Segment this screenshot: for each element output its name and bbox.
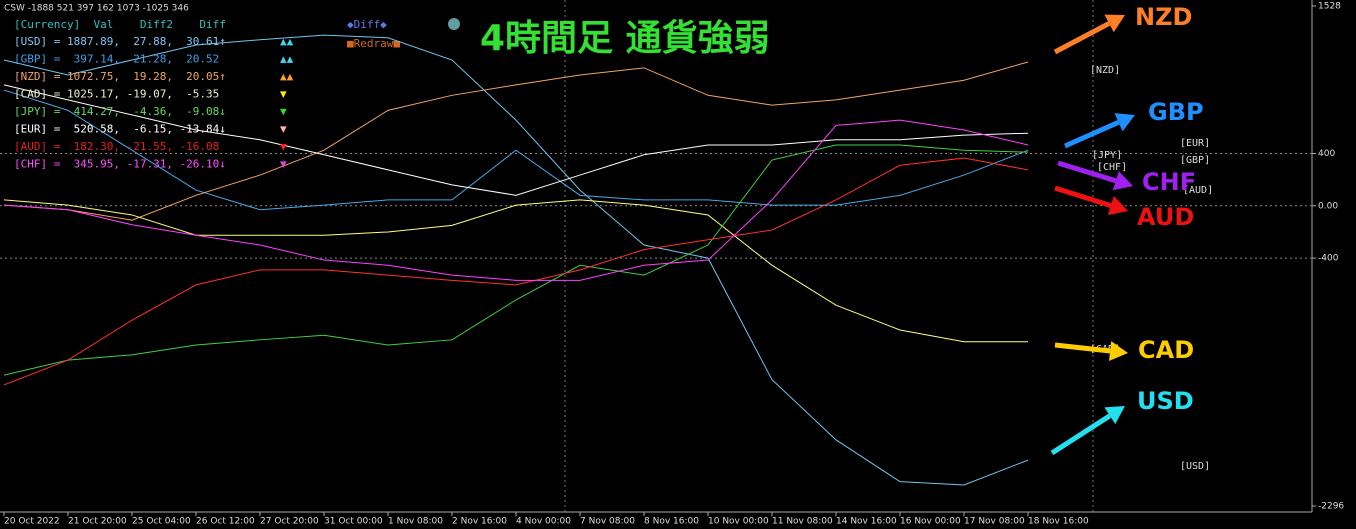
legend-marks: ▲▲ [280, 53, 294, 66]
legend-row: [AUD] = 182.30, -21.55, -16.08 [14, 140, 219, 153]
y-tick-label: 1528 [1318, 2, 1341, 12]
annotation-arrow [1057, 160, 1117, 184]
redraw-button[interactable]: ■Redraw■ [347, 37, 400, 50]
legend-marks: ▼ [280, 158, 287, 171]
series-line [3, 84, 1029, 196]
x-tick-label: 16 Nov 00:00 [900, 517, 961, 527]
annotation-label: NZD [1135, 3, 1192, 31]
x-tick-label: 7 Nov 08:00 [580, 517, 635, 527]
x-tick-label: 11 Nov 08:00 [772, 517, 833, 527]
y-tick-label: 0.00 [1318, 201, 1338, 211]
series-line [3, 61, 1029, 221]
status-dot [448, 18, 460, 30]
annotation-label: CAD [1138, 336, 1194, 364]
x-tick-label: 27 Oct 20:00 [260, 517, 319, 527]
x-tick-label: 20 Oct 2022 [4, 517, 60, 527]
series-line [3, 199, 1028, 343]
series-line [3, 119, 1029, 281]
annotation-arrowhead [1114, 113, 1135, 132]
x-tick-label: 2 Nov 16:00 [452, 517, 507, 527]
diff-button[interactable]: ◆Diff◆ [347, 18, 387, 31]
annotation-label: GBP [1148, 98, 1204, 126]
x-tick-label: 10 Nov 00:00 [708, 517, 769, 527]
y-tick-label: -2296 [1318, 502, 1344, 512]
annotation-arrow [1053, 21, 1111, 55]
series-tag: [JPY] [1092, 150, 1122, 161]
x-tick-label: 8 Nov 16:00 [644, 517, 699, 527]
annotation-arrow [1054, 185, 1112, 208]
annotation-label: CHF [1142, 168, 1196, 196]
series-line [3, 157, 1029, 386]
series-tag: [CHF] [1097, 162, 1127, 173]
header-text: CSW -1888 521 397 162 1073 -1025 346 [4, 4, 189, 14]
legend-row: [JPY] = 414.27, -4.36, -9.08↓ [14, 105, 226, 118]
legend-marks: ▲▲ [280, 35, 294, 48]
legend-row: [CHF] = 345.95, -17.31, -26.10↓ [14, 158, 226, 171]
legend-marks: ▼ [280, 88, 287, 101]
annotation-arrowhead [1107, 196, 1128, 216]
x-tick-label: 25 Oct 04:00 [132, 517, 191, 527]
annotation-label: USD [1137, 387, 1194, 415]
annotation-arrow [1063, 120, 1120, 149]
series-tag: [EUR] [1180, 138, 1210, 149]
x-tick-label: 14 Nov 16:00 [836, 517, 897, 527]
y-tick-label: 400 [1318, 149, 1335, 159]
annotation-label: AUD [1137, 203, 1194, 231]
legend-row: [EUR] = 520.58, -6.15, -13.84↓ [14, 123, 226, 136]
legend-header: [Currency] Val Diff2 Diff [14, 18, 226, 31]
series-line [3, 89, 1029, 211]
legend-row: [CAD] = 1025.17, -19.07, -5.35 [14, 88, 219, 101]
annotation-arrowhead [1112, 171, 1133, 191]
annotation-arrowhead [1104, 14, 1125, 33]
x-tick-label: 26 Oct 12:00 [196, 517, 255, 527]
annotation-arrowhead [1109, 341, 1128, 361]
x-tick-label: 21 Oct 20:00 [68, 517, 127, 527]
legend-row: [GBP] = 397.14, 21.28, 20.52 [14, 53, 219, 66]
x-tick-label: 4 Nov 00:00 [516, 517, 571, 527]
x-tick-label: 18 Nov 16:00 [1028, 517, 1089, 527]
series-tag: [AUD] [1183, 185, 1213, 196]
chart-title: 4時間足 通貨強弱 [480, 18, 770, 59]
series-tag: [GBP] [1180, 155, 1210, 166]
y-tick-label: -400 [1318, 254, 1339, 264]
x-tick-label: 17 Nov 08:00 [964, 517, 1025, 527]
legend-marks: ▲▲ [280, 70, 294, 83]
series-tag: [NZD] [1090, 65, 1120, 76]
annotation-arrow [1050, 413, 1112, 456]
series-line [3, 34, 1029, 486]
x-tick-label: 31 Oct 00:00 [324, 517, 383, 527]
legend-row: [USD] = 1887.89, 27.88, 30.61↑ [14, 35, 226, 48]
series-tag: [USD] [1180, 461, 1210, 472]
x-tick-label: 1 Nov 08:00 [388, 517, 443, 527]
legend-marks: ▼ [280, 123, 287, 136]
annotation-arrowhead [1104, 406, 1125, 425]
series-line [3, 144, 1029, 376]
legend-marks: ▼ [280, 105, 287, 118]
legend-row: [NZD] = 1072.75, 19.28, 20.05↑ [14, 70, 226, 83]
legend-marks: ▼ [280, 140, 287, 153]
annotation-arrow [1054, 342, 1111, 354]
